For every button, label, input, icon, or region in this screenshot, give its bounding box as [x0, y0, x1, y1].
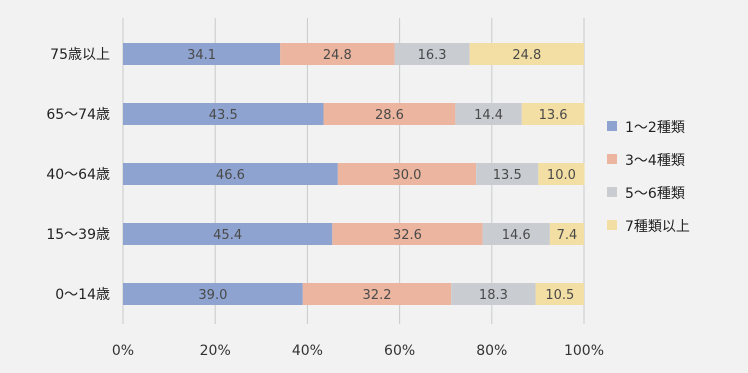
bar-segment: [455, 103, 522, 125]
bar-segment: [280, 43, 395, 65]
bar-segment: [123, 163, 338, 185]
bar-segment: [482, 223, 550, 245]
legend-swatch: [607, 187, 617, 197]
data-label: 45.4: [213, 228, 242, 243]
legend-swatch: [607, 154, 617, 164]
data-label: 16.3: [418, 48, 447, 63]
legend-label: 7種類以上: [625, 219, 690, 235]
data-label: 7.4: [557, 228, 578, 243]
x-tick-label: 40%: [292, 343, 323, 359]
x-tick-label: 100%: [564, 343, 604, 359]
data-label: 13.6: [539, 108, 568, 123]
legend-label: 3～4種類: [625, 153, 685, 169]
data-label: 34.1: [187, 48, 216, 63]
legend-label: 1～2種類: [625, 120, 685, 136]
bar-segment: [535, 283, 584, 305]
legend-swatch: [607, 121, 617, 131]
bar-segment: [337, 163, 477, 185]
bar-segment: [323, 103, 456, 125]
bar-segment: [123, 223, 333, 245]
data-label: 18.3: [479, 288, 508, 303]
data-label: 32.2: [363, 288, 392, 303]
category-label: 0～14歳: [55, 287, 110, 303]
data-label: 14.4: [474, 108, 503, 123]
bar-segment: [394, 43, 470, 65]
x-tick-label: 20%: [200, 343, 231, 359]
bar-segment: [123, 283, 303, 305]
x-tick-label: 80%: [476, 343, 507, 359]
bar-segment: [332, 223, 483, 245]
data-label: 13.5: [493, 168, 522, 183]
legend: 1～2種類 3～4種類 5～6種類 7種類以上: [607, 120, 690, 235]
bar-segment: [302, 283, 452, 305]
data-label: 32.6: [393, 228, 422, 243]
bar-segment: [469, 43, 584, 65]
data-label: 46.6: [216, 168, 245, 183]
x-tick-label: 60%: [384, 343, 415, 359]
category-label: 65～74歳: [46, 107, 110, 123]
category-label: 15～39歳: [46, 227, 110, 243]
data-label: 10.5: [545, 288, 574, 303]
data-label: 43.5: [209, 108, 238, 123]
legend-label: 5～6種類: [625, 186, 685, 202]
category-label: 75歳以上: [50, 47, 110, 63]
legend-swatch: [607, 220, 617, 230]
bar-segment: [476, 163, 539, 185]
data-label: 30.0: [392, 168, 421, 183]
bar-segment: [451, 283, 536, 305]
x-axis-ticks: 0% 20% 40% 60% 80% 100%: [112, 343, 604, 359]
bar-segment: [123, 103, 324, 125]
data-label: 10.0: [547, 168, 576, 183]
data-label: 14.6: [502, 228, 531, 243]
bar-segment: [549, 223, 584, 245]
category-label: 40～64歳: [46, 167, 110, 183]
data-label: 39.0: [198, 288, 227, 303]
x-tick-label: 0%: [112, 343, 134, 359]
bar-segment: [123, 43, 281, 65]
data-label: 28.6: [375, 108, 404, 123]
data-label: 24.8: [512, 48, 541, 63]
bar-segment: [538, 163, 585, 185]
category-labels: 75歳以上 65～74歳 40～64歳 15～39歳 0～14歳: [46, 47, 110, 303]
bar-segment: [521, 103, 585, 125]
data-label: 24.8: [323, 48, 352, 63]
bars: 34.1 24.8 16.3 24.8 43.5 28.6 14.4 13.6 46.6 30.0…: [123, 43, 585, 305]
